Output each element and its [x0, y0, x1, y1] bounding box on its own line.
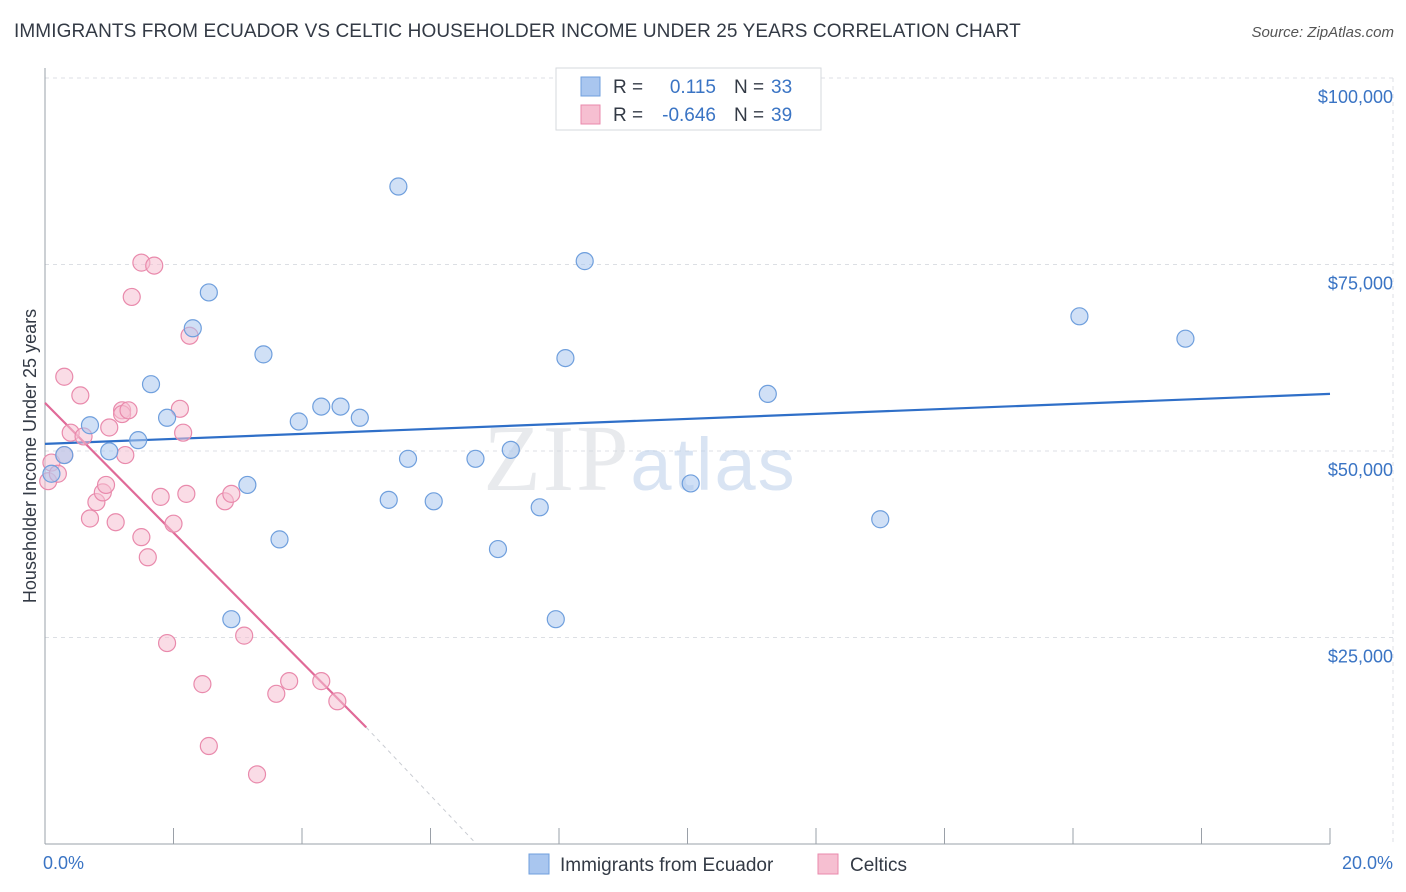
legend-n-value: 39	[771, 105, 792, 126]
point-ecuador	[55, 445, 74, 465]
legend-swatch	[580, 104, 601, 125]
chart-title: IMMIGRANTS FROM ECUADOR VS CELTIC HOUSEH…	[14, 21, 1021, 42]
point-celtics	[119, 401, 138, 420]
legend-r-value: 0.115	[670, 77, 716, 98]
y-tick-label: $25,000	[1328, 647, 1393, 667]
point-celtics	[100, 418, 119, 437]
point-celtics	[132, 528, 151, 547]
point-celtics	[96, 475, 116, 495]
point-celtics	[222, 484, 241, 503]
point-ecuador	[424, 492, 443, 511]
axes	[44, 68, 1331, 845]
point-ecuador	[129, 431, 148, 450]
point-ecuador	[222, 610, 241, 629]
point-celtics	[193, 675, 212, 694]
bottom-legend-swatch	[817, 853, 839, 875]
trend-lines	[44, 392, 1331, 844]
trend-line-celtics-extension	[365, 727, 476, 844]
point-celtics	[267, 684, 286, 703]
point-ecuador	[546, 610, 565, 629]
y-axis-label: Householder Income Under 25 years	[20, 309, 40, 603]
legend-n-label: N =	[734, 105, 764, 126]
point-ecuador	[183, 319, 202, 338]
point-celtics	[116, 445, 135, 465]
point-celtics	[157, 633, 177, 653]
point-celtics	[122, 287, 141, 307]
point-celtics	[71, 386, 90, 405]
point-ecuador	[681, 474, 700, 493]
point-celtics	[174, 423, 193, 442]
point-celtics	[55, 367, 74, 386]
point-celtics	[177, 484, 196, 503]
point-celtics	[170, 399, 190, 418]
point-ecuador	[575, 252, 594, 271]
point-ecuador	[871, 510, 890, 529]
point-celtics	[280, 672, 299, 691]
bottom-legend: Immigrants from Ecuador Celtics	[528, 853, 907, 876]
point-ecuador	[556, 349, 575, 368]
legend-r-label: R =	[613, 77, 643, 98]
point-ecuador	[530, 498, 549, 517]
point-celtics	[235, 626, 254, 645]
point-ecuador	[42, 464, 61, 483]
watermark: ZIPatlas	[483, 407, 796, 511]
point-ecuador	[1176, 329, 1195, 348]
point-ecuador	[1070, 307, 1089, 326]
point-ecuador	[238, 475, 257, 495]
watermark-atlas: atlas	[630, 423, 796, 506]
point-ecuador	[254, 345, 273, 364]
legend-n-value: 33	[771, 77, 792, 98]
legend-n-label: N =	[734, 77, 764, 98]
point-celtics	[145, 256, 164, 275]
point-ecuador	[270, 530, 289, 549]
point-ecuador	[312, 397, 331, 416]
source-label: Source: ZipAtlas.com	[1251, 24, 1394, 41]
point-ecuador	[331, 397, 350, 416]
bottom-legend-label: Immigrants from Ecuador	[560, 855, 774, 876]
point-ecuador	[758, 384, 777, 404]
x-tick-label-min: 0.0%	[43, 853, 84, 873]
point-ecuador	[100, 442, 119, 461]
point-ecuador	[466, 449, 485, 468]
point-ecuador	[141, 375, 161, 394]
point-celtics	[80, 509, 100, 528]
point-celtics	[247, 765, 267, 784]
trend-line-celtics	[44, 402, 368, 729]
legend-swatch	[580, 76, 601, 97]
x-tick-label-max: 20.0%	[1342, 853, 1393, 873]
bottom-legend-label: Celtics	[850, 855, 907, 876]
point-celtics	[199, 736, 218, 756]
point-ecuador	[80, 416, 100, 435]
point-celtics	[151, 487, 170, 506]
point-ecuador	[488, 539, 508, 559]
bottom-legend-swatch	[528, 853, 550, 875]
y-tick-label: $75,000	[1328, 274, 1393, 294]
point-ecuador	[398, 449, 418, 468]
trend-line-ecuador	[44, 392, 1331, 445]
y-tick-label: $100,000	[1318, 87, 1393, 107]
point-ecuador	[379, 490, 398, 509]
y-tick-label: $50,000	[1328, 460, 1393, 480]
point-ecuador	[501, 440, 520, 459]
legend-r-value: -0.646	[662, 105, 716, 126]
point-celtics	[164, 514, 183, 533]
point-celtics	[138, 548, 157, 567]
tick-labels: $100,000 $75,000 $50,000 $25,000 0.0% 20.0%	[43, 87, 1393, 873]
point-ecuador	[389, 177, 408, 196]
point-celtics	[312, 672, 331, 691]
legend-box: R = 0.115 N = 33 R = -0.646 N = 39	[555, 67, 822, 131]
point-ecuador	[157, 408, 177, 427]
point-celtics	[328, 692, 347, 711]
point-ecuador	[199, 283, 218, 302]
point-ecuador	[350, 408, 369, 427]
data-points	[39, 177, 1195, 784]
legend-r-label: R =	[613, 105, 643, 126]
point-celtics	[106, 513, 125, 532]
point-ecuador	[289, 412, 308, 431]
